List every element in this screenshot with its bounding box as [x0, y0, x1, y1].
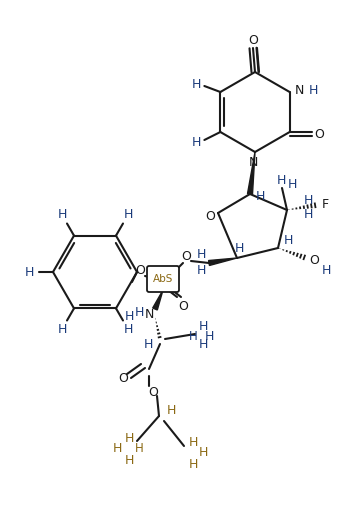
Text: H: H: [287, 178, 297, 191]
Text: O: O: [205, 209, 215, 222]
Text: H: H: [24, 266, 34, 278]
FancyBboxPatch shape: [147, 266, 179, 292]
Text: O: O: [148, 386, 158, 399]
Text: H: H: [283, 234, 293, 247]
Text: O: O: [135, 265, 145, 278]
Text: O: O: [178, 300, 188, 313]
Polygon shape: [248, 152, 255, 194]
Text: H: H: [196, 265, 206, 278]
Text: O: O: [315, 127, 325, 140]
Text: H: H: [276, 174, 286, 187]
Text: H: H: [135, 442, 143, 456]
Text: H: H: [123, 208, 133, 221]
Text: N: N: [144, 308, 154, 320]
Text: N: N: [248, 156, 258, 168]
Text: H: H: [192, 136, 201, 148]
Text: O: O: [118, 371, 128, 385]
Text: H: H: [143, 338, 153, 350]
Text: H: H: [192, 77, 201, 90]
Polygon shape: [153, 290, 163, 310]
Text: O: O: [248, 34, 258, 46]
Text: H: H: [303, 208, 313, 221]
Text: H: H: [57, 208, 67, 221]
Text: H: H: [204, 329, 214, 342]
Text: H: H: [198, 338, 208, 350]
Text: F: F: [322, 198, 329, 211]
Text: H: H: [189, 329, 197, 342]
Text: H: H: [234, 241, 244, 255]
Text: AbS: AbS: [153, 274, 173, 284]
Text: O: O: [309, 254, 319, 267]
Text: H: H: [134, 306, 144, 319]
Polygon shape: [209, 258, 237, 266]
Text: H: H: [188, 437, 198, 450]
Text: H: H: [198, 447, 208, 460]
Text: H: H: [309, 84, 318, 96]
Text: H: H: [124, 431, 134, 444]
Text: O: O: [181, 249, 191, 262]
Text: H: H: [303, 194, 313, 207]
Text: H: H: [321, 264, 331, 277]
Text: H: H: [57, 322, 67, 336]
Text: H: H: [188, 459, 198, 471]
Text: H: H: [123, 322, 133, 336]
Text: H: H: [196, 248, 206, 261]
Text: H: H: [198, 319, 208, 332]
Text: H: H: [166, 404, 176, 418]
Text: H: H: [124, 453, 134, 467]
Text: H: H: [124, 310, 134, 323]
Text: H: H: [112, 441, 122, 454]
Text: H: H: [255, 190, 265, 204]
Text: N: N: [295, 84, 304, 96]
